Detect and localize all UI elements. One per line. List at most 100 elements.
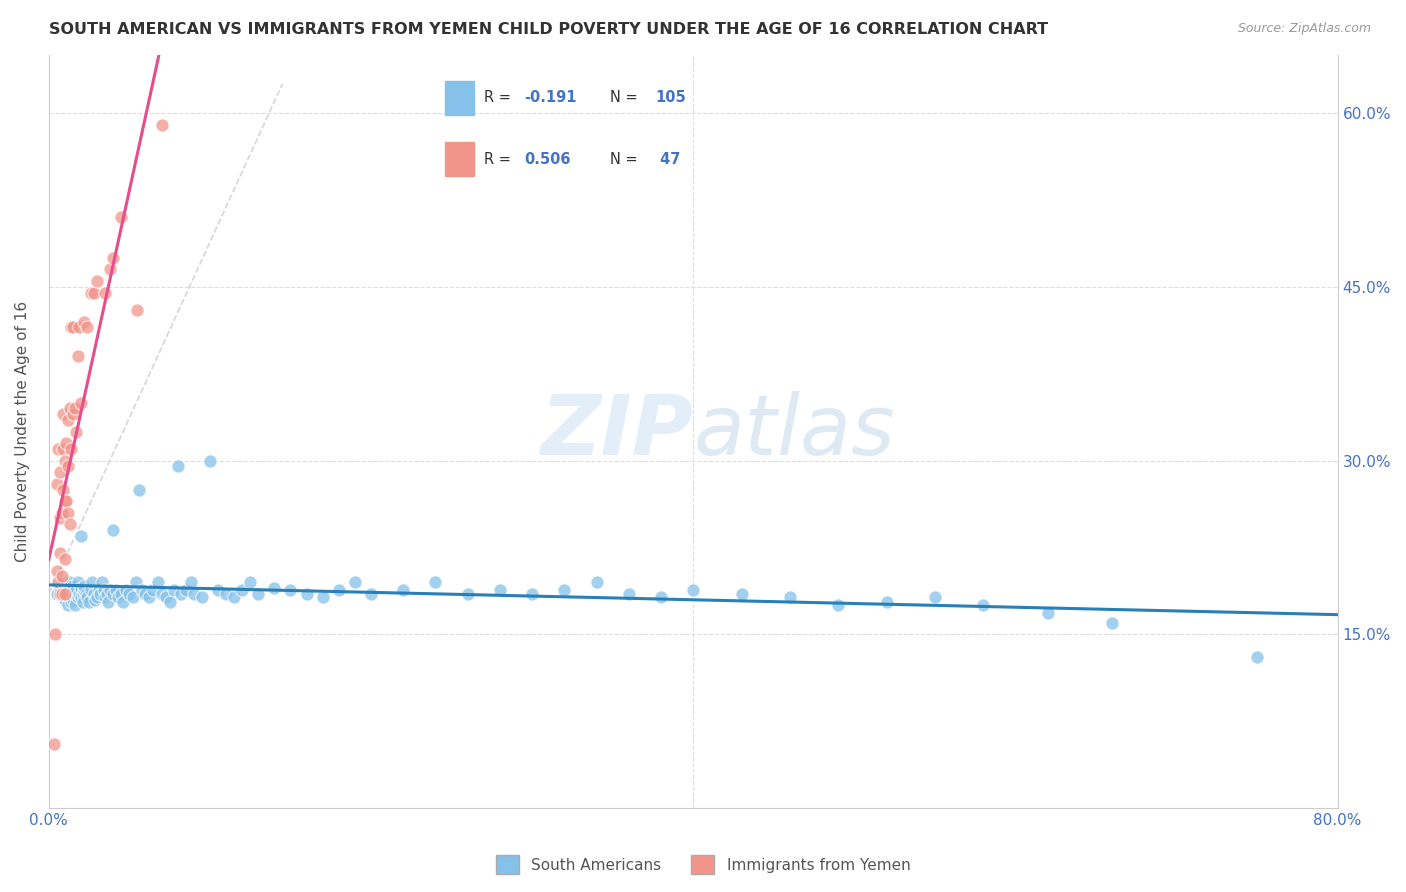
Point (59, 517, 82, 532)
Point (170, 587, 193, 601)
Point (103, 523, 125, 537)
Point (520, 587, 543, 601)
Point (65, 425, 87, 439)
Point (73, 583, 96, 598)
Point (67, 320, 90, 334)
Point (49, 587, 72, 601)
Point (48, 442, 70, 456)
Point (77, 595, 100, 609)
Point (328, 583, 350, 598)
Point (62, 579, 84, 593)
Point (73, 579, 96, 593)
Text: ZIP: ZIP (540, 391, 693, 472)
Point (87, 583, 110, 598)
Point (1036, 607, 1059, 621)
Point (72, 595, 94, 609)
Point (84, 592, 107, 607)
Point (457, 587, 479, 601)
Text: Source: ZipAtlas.com: Source: ZipAtlas.com (1237, 22, 1371, 36)
Point (876, 595, 898, 609)
Point (79, 285, 101, 300)
Point (134, 587, 156, 601)
Point (125, 575, 148, 590)
Point (90, 575, 112, 590)
Point (52, 483, 75, 497)
Point (52, 407, 75, 421)
Point (51, 591, 73, 605)
Point (89, 587, 111, 601)
Point (45, 476, 67, 491)
Point (49, 511, 72, 525)
Point (617, 587, 640, 601)
Point (62, 583, 84, 598)
Point (247, 587, 270, 601)
Point (222, 591, 245, 605)
Point (183, 587, 205, 601)
Point (62, 407, 84, 421)
Point (360, 587, 382, 601)
Point (295, 587, 318, 601)
Point (66, 575, 89, 590)
Point (263, 581, 285, 595)
Point (150, 118, 173, 132)
Point (52, 442, 75, 456)
Point (51, 569, 73, 583)
Point (231, 583, 253, 598)
Point (63, 587, 86, 601)
Point (96, 587, 118, 601)
Point (94, 285, 117, 300)
Point (66, 591, 89, 605)
Point (56, 413, 79, 427)
Point (63, 401, 86, 416)
Point (180, 575, 202, 590)
Point (103, 587, 125, 601)
Point (53, 453, 76, 467)
Point (191, 591, 214, 605)
Point (128, 483, 150, 497)
Point (59, 575, 82, 590)
Point (86, 591, 108, 605)
Point (779, 591, 801, 605)
Legend: South Americans, Immigrants from Yemen: South Americans, Immigrants from Yemen (489, 849, 917, 880)
Point (682, 583, 704, 598)
Point (94, 591, 117, 605)
Point (972, 599, 994, 613)
Point (75, 587, 97, 601)
Point (127, 303, 149, 318)
Point (60, 595, 83, 609)
Point (730, 587, 752, 601)
Point (56, 459, 79, 474)
Point (65, 583, 87, 598)
Point (343, 575, 366, 590)
Point (49, 465, 72, 479)
Point (49, 546, 72, 560)
Point (70, 581, 93, 595)
Point (280, 583, 302, 598)
Point (76, 320, 98, 334)
Point (62, 320, 84, 334)
Point (83, 285, 105, 300)
Point (118, 587, 141, 601)
Point (166, 459, 188, 474)
Point (111, 595, 134, 609)
Point (60, 320, 83, 334)
Point (51, 506, 73, 520)
Point (103, 251, 125, 265)
Point (924, 591, 946, 605)
Point (48, 575, 70, 590)
Point (239, 575, 262, 590)
Y-axis label: Child Poverty Under the Age of 16: Child Poverty Under the Age of 16 (15, 301, 30, 562)
Point (115, 583, 138, 598)
Point (49, 581, 72, 595)
Point (73, 314, 96, 328)
Point (198, 453, 221, 467)
Point (56, 581, 79, 595)
Point (110, 211, 132, 225)
Point (827, 599, 849, 613)
Point (55, 436, 77, 450)
Point (62, 592, 84, 607)
Point (66, 349, 89, 363)
Point (650, 591, 672, 605)
Point (105, 583, 128, 598)
Point (59, 401, 82, 416)
